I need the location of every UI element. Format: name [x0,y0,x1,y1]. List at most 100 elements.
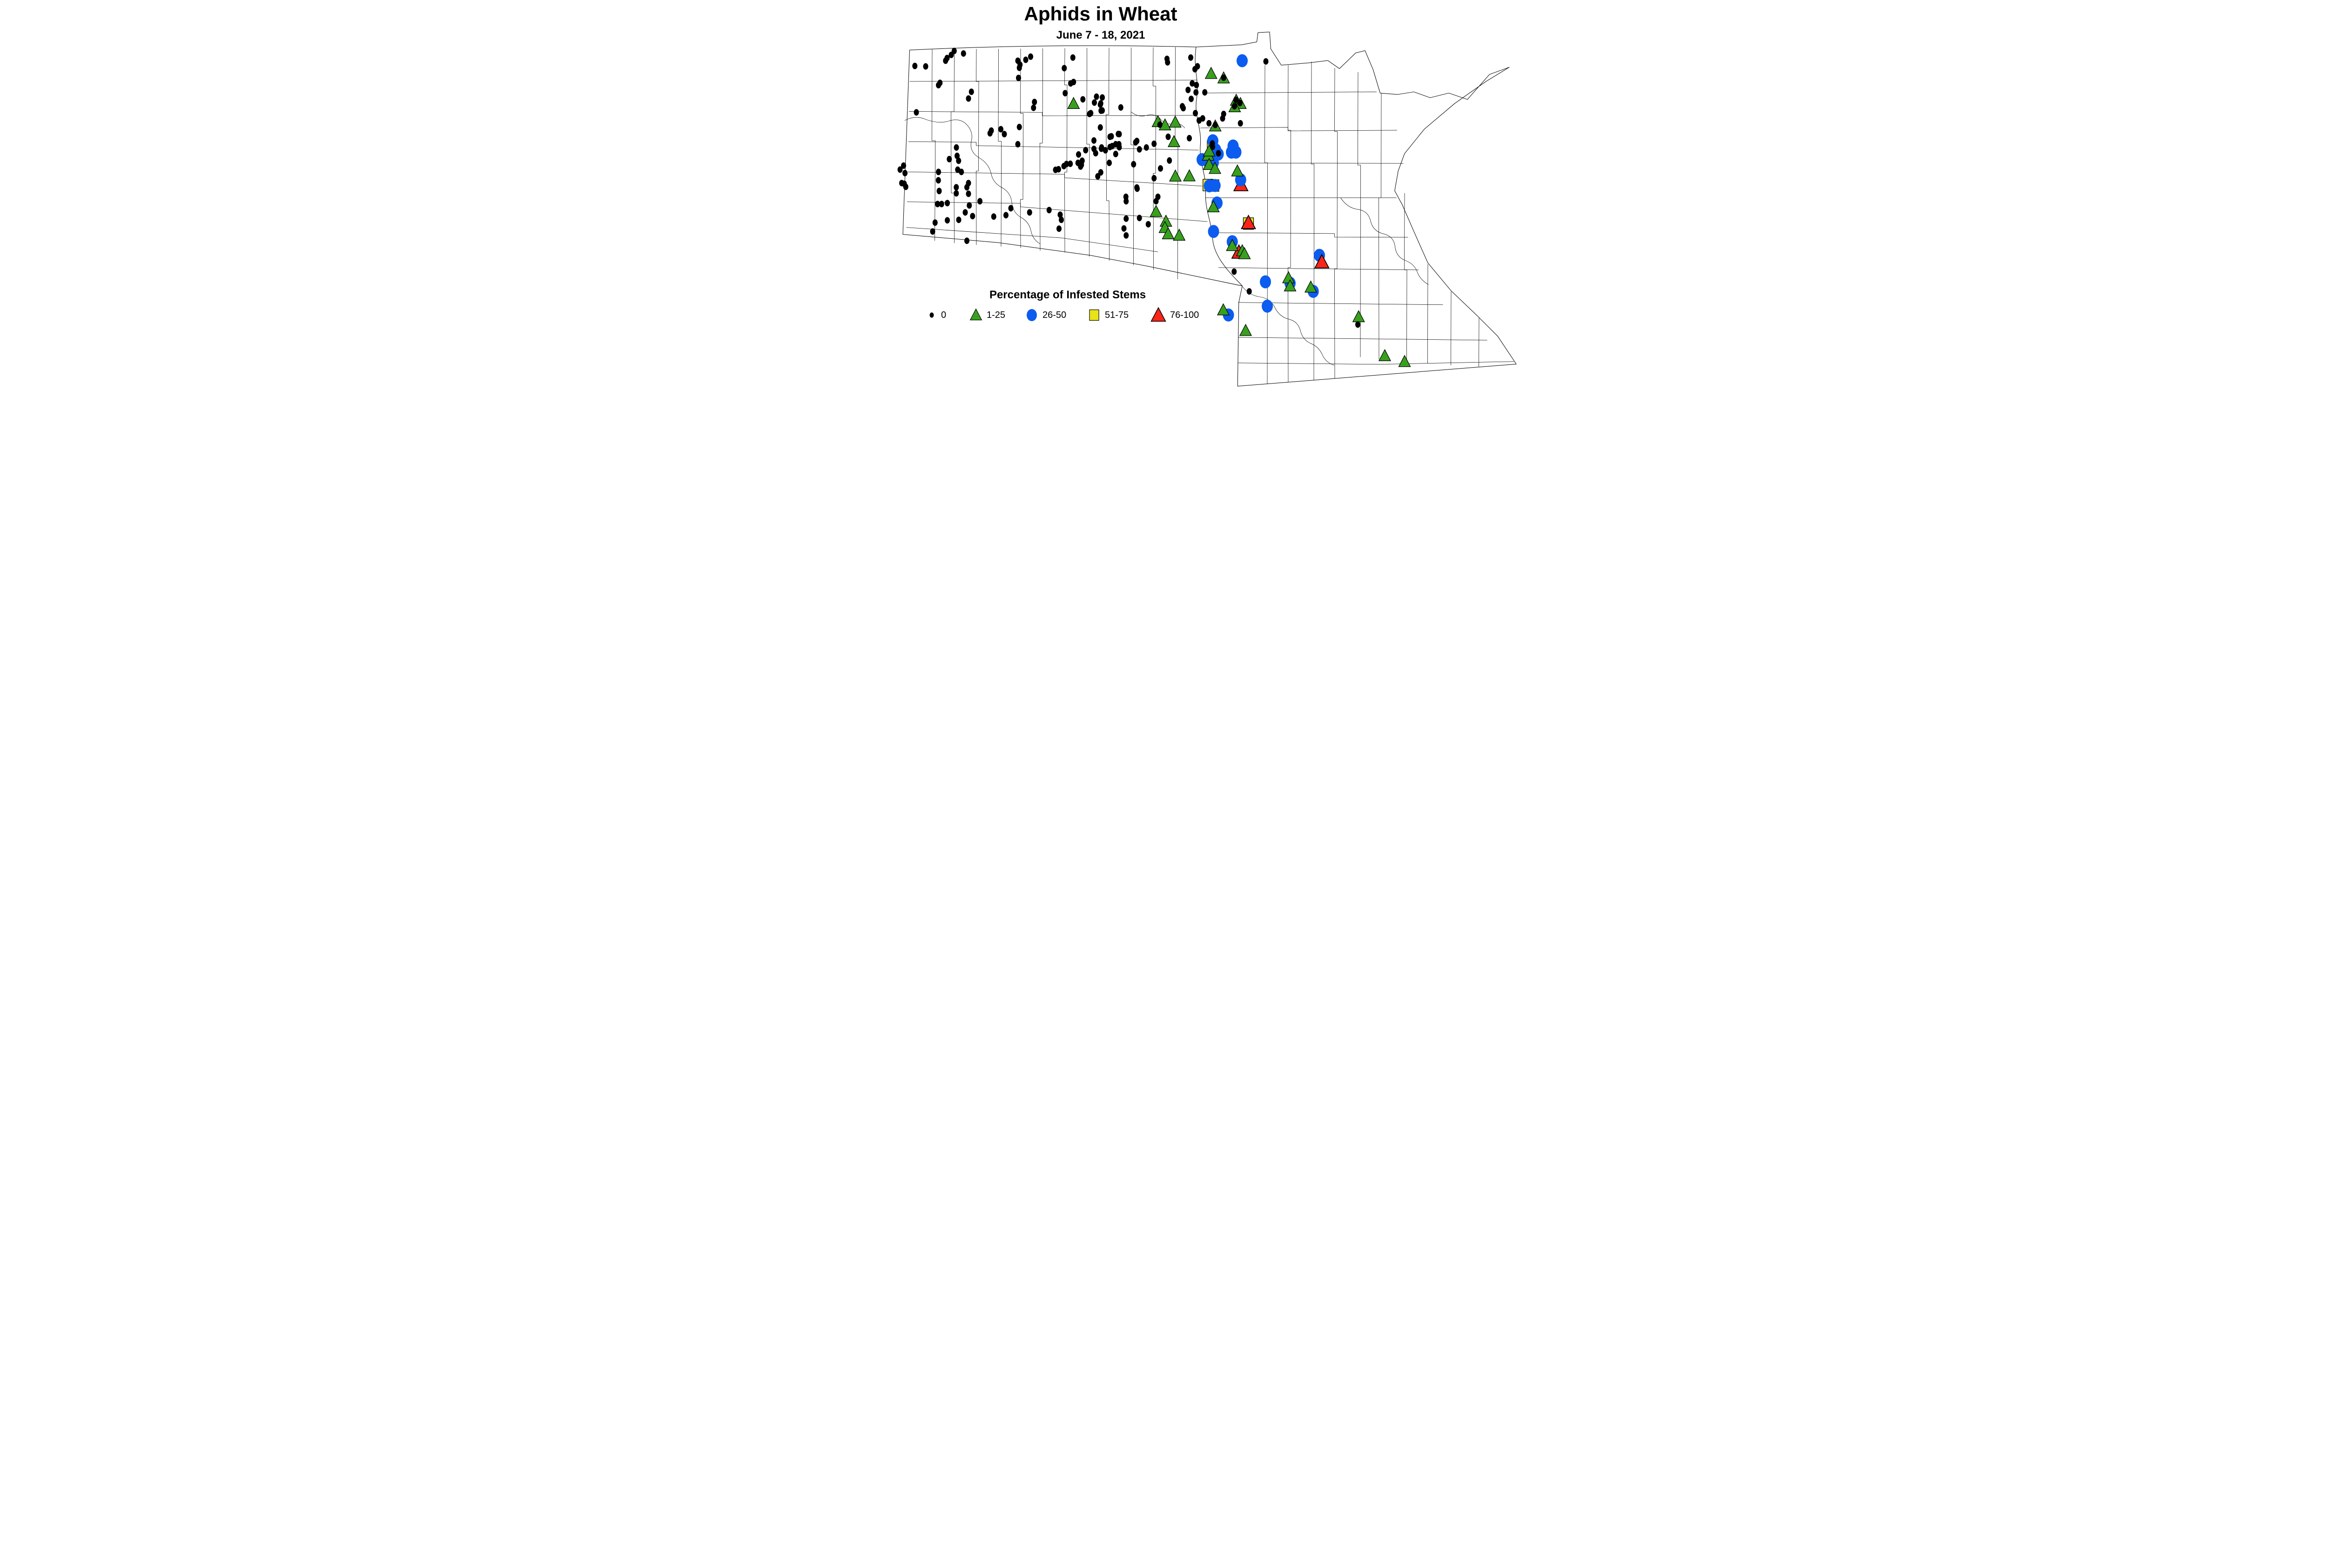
map-marker-0 [1070,54,1076,61]
map-marker-0 [912,62,918,69]
map-marker-0 [935,201,940,208]
map-marker-0 [1015,141,1021,148]
county-lines-mn [1200,61,1514,384]
map-marker-1-25 [1173,229,1186,241]
map-marker-0 [943,57,948,64]
map-marker-26-50 [1208,225,1219,238]
county-lines-nd [906,47,1208,279]
map-marker-0 [1091,145,1096,152]
map-marker-0 [1107,159,1112,166]
map-marker-0 [1099,144,1104,151]
map-marker-0 [914,109,919,116]
map-marker-0 [1107,133,1113,140]
map-marker-0 [991,213,996,220]
map-marker-0 [962,209,968,216]
map-marker-0 [1187,135,1192,141]
map-marker-0 [961,50,966,57]
map-marker-0 [1206,120,1212,127]
map-marker-0 [1016,74,1021,81]
map-marker-0 [954,184,959,191]
map-marker-0 [935,177,941,184]
map-marker-0 [1028,53,1033,60]
map-marker-26-50 [1262,299,1273,313]
map-marker-0 [1076,151,1081,158]
map-marker-0 [1143,144,1149,151]
map-marker-0 [1216,150,1221,157]
map-marker-0 [1355,321,1360,328]
map-marker-0 [1263,58,1269,65]
map-marker-0 [1100,94,1105,101]
map-marker-0 [1046,207,1052,214]
map-marker-0 [1194,81,1199,88]
map-marker-0 [1212,121,1218,128]
map-marker-1-25 [1162,227,1175,239]
map-marker-0 [1027,209,1032,216]
map-marker-0 [923,63,928,70]
map-marker-0 [1002,131,1007,138]
map-marker-0 [1165,133,1171,140]
map-marker-0 [970,213,975,220]
map-marker-0 [1167,157,1172,164]
map-marker-1-25 [1067,97,1080,109]
map-marker-0 [1202,89,1208,96]
minnesota-outline [1196,32,1517,387]
map-marker-0 [1220,115,1225,122]
map-marker-0 [1233,96,1238,103]
map-marker-0 [1188,54,1193,61]
map-marker-1-25 [1239,323,1252,336]
map-marker-0 [1153,198,1159,205]
map-marker-1-25 [1378,349,1392,361]
map-marker-0 [1053,166,1058,173]
map-marker-0 [1031,104,1036,111]
map-marker-0 [1181,105,1186,112]
marker-layer [897,47,1411,367]
map-marker-0 [945,200,950,207]
map-marker-0 [1116,141,1122,148]
map-marker-1-25 [1167,135,1181,148]
map-marker-0 [1061,162,1067,169]
map-marker-26-50 [1237,54,1248,67]
map-marker-0 [948,51,954,58]
page-title: Aphids in Wheat [1024,3,1177,25]
map-marker-0 [1190,80,1195,87]
map-marker-0 [930,228,935,235]
map-marker-0 [945,217,950,224]
map-marker-26-50 [1209,179,1221,192]
map-marker-0 [1232,103,1237,110]
map-marker-0 [1057,211,1063,218]
map-marker-1-25 [1208,162,1222,174]
map-marker-0 [1097,124,1103,131]
map-marker-0 [1121,225,1127,232]
map-marker-0 [967,202,972,209]
map-marker-0 [1062,65,1067,72]
map-marker-0 [956,157,962,164]
map-marker-0 [1221,74,1226,81]
map-marker-0 [901,162,906,169]
map-marker-0 [1151,175,1157,182]
map-marker-0 [1210,143,1215,150]
map-marker-0 [977,198,982,205]
map-marker-0 [1231,268,1237,275]
page-subtitle: June 7 - 18, 2021 [1056,29,1145,41]
map-marker-1-25 [1231,164,1244,177]
map-marker-0 [955,152,960,159]
map-marker-0 [1185,87,1191,94]
map-marker-0 [1151,140,1157,147]
map-marker-1-25 [1238,247,1251,259]
map-marker-1-25 [1204,67,1217,79]
map-marker-0 [1193,89,1199,96]
map-marker-0 [897,166,903,173]
map-marker-0 [966,190,971,197]
map-marker-76-100 [1241,214,1256,229]
map-marker-0 [1080,96,1086,103]
map-marker-0 [1123,215,1129,222]
map-marker-1-25 [1284,279,1297,291]
map-marker-1-25 [1282,271,1295,283]
map-marker-0 [1032,99,1037,106]
map-marker-0 [959,168,964,175]
map-marker-1-25 [1207,200,1220,212]
map-marker-0 [1137,215,1142,222]
map-page: Aphids in Wheat June 7 - 18, 2021 Percen… [788,0,1539,392]
map-marker-1-25 [1203,158,1216,170]
map-marker-0 [936,81,941,88]
